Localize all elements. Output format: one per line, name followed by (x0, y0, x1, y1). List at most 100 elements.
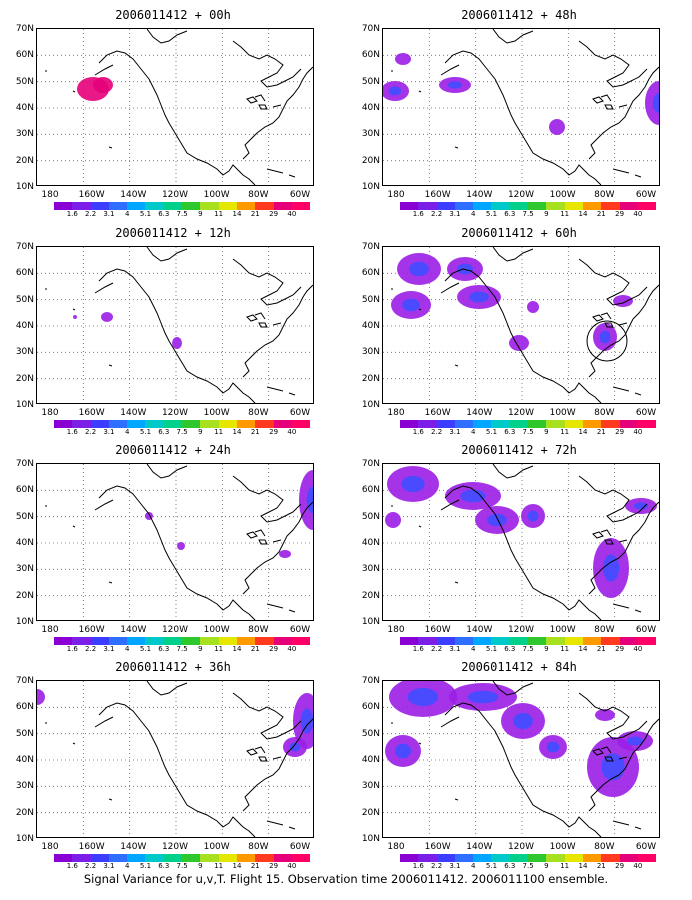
colorbar-label: 7.5 (176, 645, 188, 653)
longitude-label: 180 (387, 408, 405, 418)
colorbar-swatch (509, 637, 529, 645)
colorbar-swatch (400, 637, 419, 645)
colorbar-swatch (255, 637, 274, 645)
variance-core (652, 93, 659, 113)
colorbar (54, 637, 311, 645)
longitude-label: 120W (507, 190, 535, 200)
latitude-label: 50N (15, 511, 34, 522)
variance-core (527, 510, 539, 522)
variance-region (177, 542, 185, 550)
colorbar-label: 9 (544, 428, 549, 436)
colorbar-swatch (145, 637, 164, 645)
colorbar-swatch (528, 637, 547, 645)
island-outline (45, 499, 114, 584)
colorbar-swatch (236, 420, 256, 428)
longitude-label: 60W (635, 408, 657, 418)
variance-region (101, 312, 113, 322)
longitude-label: 60W (635, 190, 657, 200)
colorbar-label: 14 (232, 862, 242, 870)
latitude-label: 60N (361, 485, 380, 496)
longitude-label: 120W (507, 408, 535, 418)
colorbar-swatch (72, 637, 91, 645)
colorbar-swatch (127, 637, 146, 645)
colorbar-label: 7.5 (522, 428, 534, 436)
colorbar-swatch (582, 854, 602, 862)
colorbar-label: 29 (615, 862, 625, 870)
colorbar-label: 21 (250, 862, 260, 870)
colorbar-swatch (436, 420, 455, 428)
colorbar-label: 21 (250, 428, 260, 436)
colorbar-label: 4 (124, 210, 130, 218)
latitude-label: 30N (361, 129, 380, 140)
colorbar-label: 4 (470, 428, 476, 436)
map-panel-00h: 2006011412 + 00h 70N 60N 50N 40N 30N 20N 10N 180… (0, 0, 346, 218)
colorbar-label: 3.1 (449, 862, 461, 870)
colorbar-label: 3.1 (103, 210, 115, 218)
longitude-label: 80W (594, 842, 615, 852)
longitude-label: 160W (424, 625, 451, 635)
colorbar (400, 854, 657, 862)
colorbar-labels: 1.6 2.2 3.1 4 5.1 6.3 7.5 9 11 14 21 29 40 (54, 428, 310, 437)
variance-region (395, 53, 411, 65)
longitude-label: 80W (248, 190, 269, 200)
latitude-label: 60N (361, 50, 380, 61)
figure-caption: Signal Variance for u,v,T. Flight 15. Ob… (83, 872, 609, 886)
colorbar-label: 11 (560, 645, 570, 653)
colorbar-swatch (218, 854, 237, 862)
longitude-label: 100W (203, 625, 230, 635)
variance-region (37, 689, 45, 705)
colorbar-swatch (90, 854, 109, 862)
colorbar-swatch (619, 202, 638, 210)
colorbar-swatch (182, 854, 201, 862)
colorbar-label: 7.5 (522, 862, 534, 870)
map-panel-72h: 2006011412 + 72h 70N 60N 50N 40N 30N 20N 10N 180… (346, 435, 692, 653)
variance-core (388, 86, 402, 96)
longitude-label: 180 (387, 190, 405, 200)
latitude-label: 70N (361, 676, 380, 686)
longitude-label: 160W (78, 842, 105, 852)
colorbar-swatch (546, 854, 565, 862)
colorbar-label: 14 (578, 862, 588, 870)
longitude-label: 100W (203, 190, 230, 200)
colorbar-swatch (400, 854, 419, 862)
latitude-label: 20N (361, 373, 380, 384)
longitude-label: 80W (248, 625, 269, 635)
variance-region (645, 81, 659, 125)
latitude-label: 40N (361, 755, 380, 765)
latitude-label: 20N (15, 807, 34, 818)
latitude-label: 40N (361, 321, 380, 331)
colorbar-label: 7.5 (176, 862, 188, 870)
colorbar-label: 5.1 (139, 210, 152, 218)
colorbar-label: 5.1 (485, 645, 498, 653)
colorbar-swatch (454, 637, 474, 645)
map-frame (36, 246, 314, 404)
colorbar-label: 6.3 (158, 862, 170, 870)
colorbar-label: 2.2 (85, 428, 97, 436)
longitude-label: 140W (466, 625, 493, 635)
colorbar-swatch (291, 420, 311, 428)
latitude-label: 10N (15, 182, 34, 192)
variance-core (626, 736, 644, 746)
colorbar-swatch (200, 637, 219, 645)
colorbar-label: 4 (124, 645, 130, 653)
colorbar-swatch (546, 202, 565, 210)
colorbar-swatch (163, 420, 183, 428)
colorbar-label: 29 (269, 428, 279, 436)
panel-title: 2006011412 + 36h (115, 660, 231, 674)
island-outline (391, 716, 460, 801)
latitude-label: 30N (15, 564, 34, 575)
colorbar-label: 21 (596, 862, 606, 870)
longitude-label: 160W (78, 408, 105, 418)
latitude-label: 40N (361, 538, 380, 548)
variance-core (289, 742, 301, 752)
colorbar-label: 5.1 (485, 428, 498, 436)
longitude-label: 140W (120, 190, 147, 200)
colorbar-swatch (473, 420, 492, 428)
longitude-label: 160W (424, 408, 451, 418)
variance-core (460, 489, 486, 503)
longitude-label: 120W (161, 625, 189, 635)
latitude-label: 10N (361, 834, 380, 844)
latitude-label: 40N (15, 755, 34, 765)
colorbar-label: 40 (287, 862, 297, 870)
colorbar (54, 854, 311, 862)
